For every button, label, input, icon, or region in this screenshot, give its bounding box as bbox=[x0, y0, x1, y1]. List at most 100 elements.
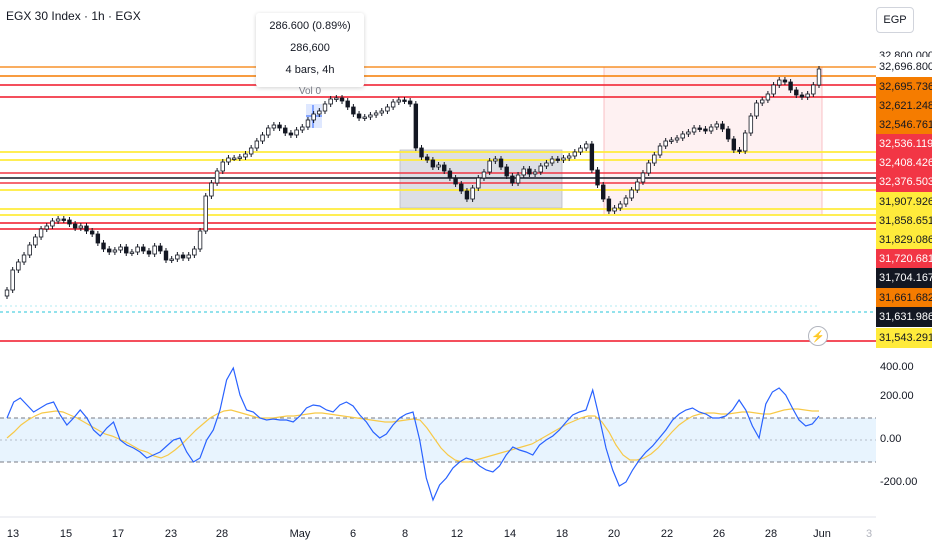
candle bbox=[697, 127, 702, 130]
rsi-line bbox=[6, 366, 820, 502]
candle bbox=[691, 127, 697, 133]
candle bbox=[368, 114, 373, 118]
candle bbox=[476, 177, 481, 189]
grey-zone bbox=[399, 149, 563, 209]
candle bbox=[38, 228, 44, 238]
date-label: 23 bbox=[164, 528, 178, 540]
currency-button[interactable]: EGP bbox=[876, 7, 914, 33]
candle bbox=[101, 242, 106, 250]
candle bbox=[135, 246, 140, 253]
candle bbox=[646, 162, 651, 174]
price-label: 31,907.926 bbox=[876, 192, 932, 212]
candle bbox=[561, 157, 566, 161]
candle bbox=[777, 79, 782, 86]
candle bbox=[487, 160, 492, 173]
candle bbox=[129, 251, 135, 254]
price-label: 32,695.736 bbox=[876, 77, 932, 97]
candle bbox=[601, 184, 606, 200]
main-chart[interactable] bbox=[0, 0, 876, 550]
measure-tooltip: 286.600 (0.89%) 286,600 4 bars, 4h Vol 0 bbox=[256, 13, 364, 97]
candle bbox=[464, 190, 470, 200]
candle bbox=[430, 159, 436, 168]
candle bbox=[305, 119, 311, 128]
candle bbox=[618, 203, 623, 209]
candle bbox=[260, 134, 265, 142]
candle bbox=[657, 145, 663, 156]
candle bbox=[4, 289, 10, 297]
candle bbox=[175, 254, 180, 260]
candle bbox=[254, 140, 260, 149]
price-label: 32,696.800 bbox=[876, 57, 932, 77]
candle bbox=[197, 230, 203, 250]
measure-bars: 4 bars, 4h bbox=[285, 64, 335, 76]
flash-icon[interactable]: ⚡ bbox=[808, 326, 828, 346]
date-label: 28 bbox=[764, 528, 778, 540]
date-label: 18 bbox=[555, 528, 569, 540]
candle bbox=[742, 132, 748, 152]
candle bbox=[84, 225, 89, 232]
candle bbox=[231, 157, 237, 160]
price-label: 31,720.681 bbox=[876, 249, 932, 269]
candle bbox=[498, 158, 504, 168]
candle bbox=[141, 246, 146, 252]
candle bbox=[442, 164, 447, 172]
candle bbox=[816, 68, 822, 86]
candle bbox=[322, 103, 328, 112]
candle bbox=[61, 218, 66, 221]
date-label: 22 bbox=[660, 528, 674, 540]
candle bbox=[771, 84, 776, 95]
date-label: 6 bbox=[349, 528, 357, 540]
candle bbox=[510, 175, 515, 184]
candle bbox=[760, 99, 765, 104]
candle bbox=[447, 170, 453, 179]
candle bbox=[436, 164, 441, 168]
candle bbox=[16, 261, 21, 271]
candle bbox=[351, 106, 356, 115]
candle bbox=[538, 165, 543, 173]
date-label: 8 bbox=[401, 528, 409, 540]
candle bbox=[799, 94, 805, 98]
measure-change: 286.600 (0.89%) 286,600 bbox=[269, 20, 351, 54]
candle bbox=[725, 128, 731, 140]
date-label: 20 bbox=[607, 528, 621, 540]
candle bbox=[595, 169, 600, 186]
candle bbox=[21, 254, 27, 263]
candle bbox=[635, 181, 640, 191]
candle bbox=[555, 158, 560, 161]
candle bbox=[424, 156, 430, 161]
candle bbox=[708, 126, 714, 132]
candle bbox=[146, 250, 152, 255]
candle bbox=[169, 258, 174, 261]
candle bbox=[339, 97, 345, 102]
candle bbox=[124, 246, 129, 254]
candle bbox=[674, 137, 680, 141]
candle bbox=[220, 161, 225, 172]
candle bbox=[794, 89, 799, 96]
rsi-signal-line bbox=[6, 408, 819, 463]
candle bbox=[214, 170, 220, 184]
candle bbox=[606, 198, 612, 212]
candle bbox=[754, 102, 759, 117]
candle bbox=[95, 233, 101, 244]
candle bbox=[226, 157, 231, 163]
candle bbox=[493, 158, 498, 162]
candle bbox=[237, 156, 243, 159]
candle bbox=[27, 244, 32, 256]
rsi-label-400: 400.00 bbox=[880, 361, 914, 373]
candle bbox=[407, 100, 413, 105]
date-label: 13 bbox=[6, 528, 20, 540]
candle bbox=[33, 236, 38, 246]
price-label: 32,546.761 bbox=[876, 115, 932, 135]
price-label: 32,408.426 bbox=[876, 153, 932, 173]
candle bbox=[192, 248, 197, 256]
candle bbox=[89, 230, 95, 235]
date-label: Jun bbox=[813, 528, 831, 540]
date-label: 17 bbox=[111, 528, 125, 540]
candle bbox=[481, 171, 487, 179]
candle bbox=[515, 174, 521, 184]
candle bbox=[180, 254, 186, 259]
candle bbox=[748, 115, 754, 134]
candle bbox=[544, 162, 549, 167]
candle bbox=[527, 168, 532, 175]
rsi-label-0: 0.00 bbox=[880, 433, 902, 445]
